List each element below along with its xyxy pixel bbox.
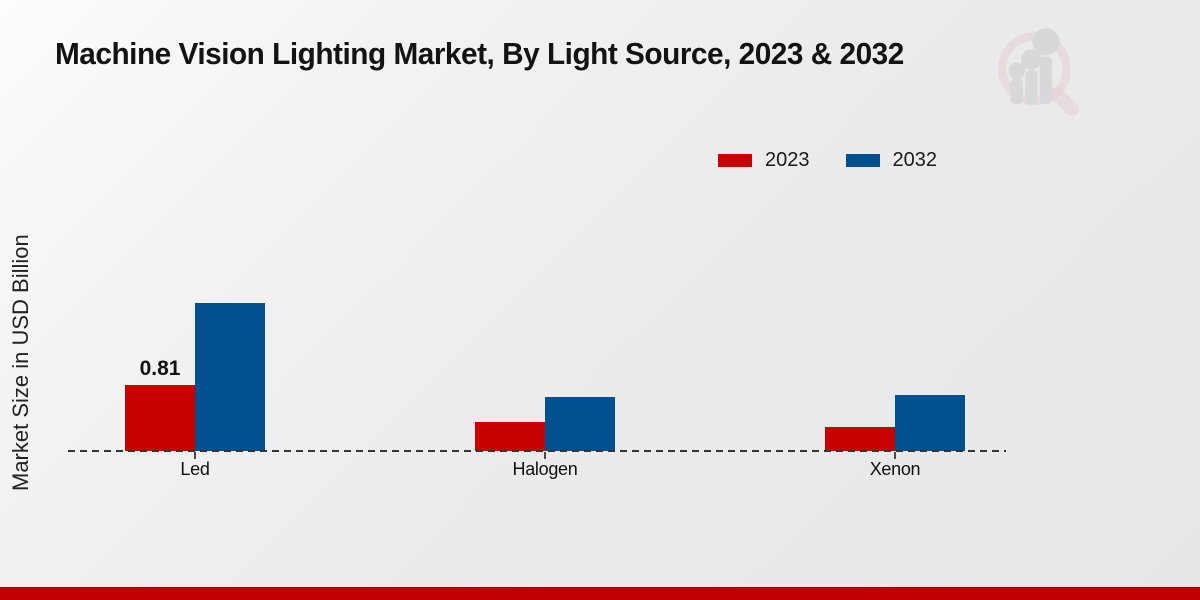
axis-tick — [544, 452, 546, 459]
legend-swatch-2032 — [845, 154, 880, 167]
x-axis-baseline — [68, 450, 1006, 452]
chart-title: Machine Vision Lighting Market, By Light… — [55, 36, 904, 71]
axis-tick — [894, 452, 896, 459]
legend-label: 2032 — [892, 149, 938, 171]
footer-accent-bar — [0, 587, 1200, 600]
category-label-halogen: Halogen — [512, 459, 578, 479]
legend-label: 2023 — [765, 149, 810, 171]
mrfr-logo-watermark — [998, 28, 1079, 117]
bar-2023-halogen — [475, 422, 545, 451]
legend-item-2032[interactable]: 2032 — [845, 149, 938, 172]
bar-value-label: 0.81 — [139, 357, 181, 380]
legend-swatch-2023 — [718, 154, 752, 167]
bar-2023-led — [125, 385, 195, 451]
category-label-xenon: Xenon — [869, 459, 921, 479]
legend-item-2023[interactable]: 2023 — [718, 149, 810, 172]
y-axis-label: Market Size in USD Billion — [8, 234, 33, 492]
magnifier-chart-icon — [998, 28, 1079, 117]
bar-2023-xenon — [825, 427, 895, 451]
axis-tick — [194, 452, 196, 459]
chart-legend: 2023 2032 — [718, 149, 937, 172]
bar-2032-halogen — [545, 397, 615, 451]
bar-2032-xenon — [895, 395, 965, 451]
bar-2032-led — [195, 303, 265, 451]
category-label-led: Led — [180, 459, 210, 479]
